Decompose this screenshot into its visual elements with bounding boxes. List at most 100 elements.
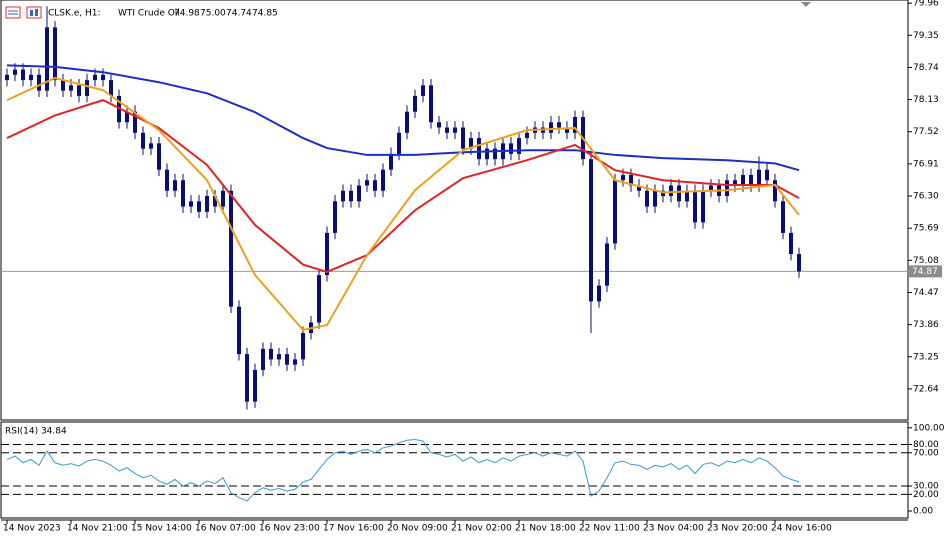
candle-body (93, 74, 97, 81)
candle-body (629, 174, 633, 186)
moving-average (6, 76, 800, 331)
candle-body (37, 74, 41, 91)
y-tick-label: 79.35 (913, 31, 939, 41)
candle-body (701, 190, 705, 223)
candle-body (229, 190, 233, 307)
candle-body (285, 354, 289, 365)
x-tick-label: 17 Nov 16:00 (323, 524, 384, 534)
y-tick-label: 78.74 (913, 63, 939, 73)
rsi-line (6, 438, 800, 502)
price-frame (0, 0, 909, 421)
candle-body (85, 80, 89, 96)
candle-body (557, 122, 561, 128)
y-tick-label: 77.52 (913, 127, 939, 137)
rsi-title: RSI(14) 34.84 (5, 427, 67, 437)
candle-body (189, 201, 193, 207)
x-tick-label: 24 Nov 16:00 (771, 524, 832, 534)
candle-body (525, 132, 529, 139)
candle-body (613, 180, 617, 244)
candle-body (357, 185, 361, 202)
ohlc-value: 75.00 (200, 9, 226, 19)
candle-body (509, 143, 513, 154)
x-tick-label: 20 Nov 09:00 (387, 524, 448, 534)
candle-body (445, 127, 449, 133)
icon (35, 9, 38, 16)
candle-body (293, 359, 297, 365)
candle-body (365, 180, 369, 186)
candle-body (221, 190, 225, 207)
candle-body (421, 85, 425, 96)
candle-body (589, 159, 593, 302)
candle-body (5, 74, 9, 81)
x-tick-label: 14 Nov 2023 (3, 524, 61, 534)
y-tick-label: 74.47 (913, 288, 939, 298)
candle-body (741, 174, 745, 186)
candle-body (29, 74, 33, 81)
candle-body (21, 69, 25, 81)
candle-body (405, 111, 409, 133)
shift-marker (801, 2, 811, 7)
candle-body (477, 138, 481, 160)
candle-body (389, 153, 393, 170)
x-tick-label: 23 Nov 04:00 (643, 524, 704, 534)
candle-body (45, 27, 49, 91)
symbol: CLSK.e, H1: (48, 9, 101, 19)
icon (5, 6, 21, 19)
candle-body (669, 185, 673, 197)
candle-body (253, 369, 257, 402)
y-tick-label: 73.25 (913, 352, 939, 362)
candle-body (565, 127, 569, 133)
candle-body (381, 169, 385, 191)
candle-body (597, 285, 601, 302)
y-tick-label: 20.00 (913, 490, 939, 500)
x-tick-label: 21 Nov 02:00 (451, 524, 512, 534)
candle-body (749, 174, 753, 186)
candle-body (197, 201, 201, 212)
candle-body (373, 180, 377, 191)
x-tick-label: 16 Nov 07:00 (195, 524, 256, 534)
candle-body (125, 111, 129, 123)
candle-body (269, 348, 273, 360)
candle-body (61, 80, 65, 91)
candle-body (301, 333, 305, 360)
candle-body (461, 127, 465, 149)
candle-body (141, 132, 145, 149)
current-price-label: 74.87 (912, 267, 938, 277)
x-tick-label: 14 Nov 21:00 (67, 524, 128, 534)
y-tick-label: 100.00 (913, 423, 945, 433)
candle-body (13, 69, 17, 75)
candle-body (101, 74, 105, 81)
candle-body (653, 190, 657, 207)
candle-body (685, 190, 689, 202)
candle-body (237, 306, 241, 355)
y-tick-label: 30.00 (913, 482, 939, 492)
candle-body (173, 180, 177, 191)
candle-body (213, 196, 217, 207)
candle-body (661, 190, 665, 197)
candle-body (709, 185, 713, 191)
candle-body (333, 201, 337, 233)
candle-body (413, 95, 417, 112)
candle-body (181, 180, 185, 207)
ohlc-value: 74.74 (226, 9, 252, 19)
y-tick-label: 78.13 (913, 95, 939, 105)
x-tick-label: 16 Nov 23:00 (259, 524, 320, 534)
y-tick-label: 76.91 (913, 159, 939, 169)
x-tick-label: 15 Nov 14:00 (131, 524, 192, 534)
y-tick-label: 70.00 (913, 448, 939, 458)
candle-body (493, 148, 497, 160)
candle-body (765, 169, 769, 181)
candle-body (781, 201, 785, 233)
toolbar-icons (5, 6, 42, 19)
candle-body (109, 80, 113, 96)
instrument-name: WTI Crude Oil (118, 9, 180, 19)
ohlc-value: 74.98 (174, 9, 200, 19)
current-price-box (909, 265, 942, 278)
y-tick-label: 0.00 (913, 507, 933, 517)
y-tick-label: 75.08 (913, 256, 939, 266)
candle-body (725, 180, 729, 197)
y-tick-label: 80.00 (913, 440, 939, 450)
y-tick-label: 79.96 (913, 0, 939, 9)
candle-body (757, 169, 761, 186)
